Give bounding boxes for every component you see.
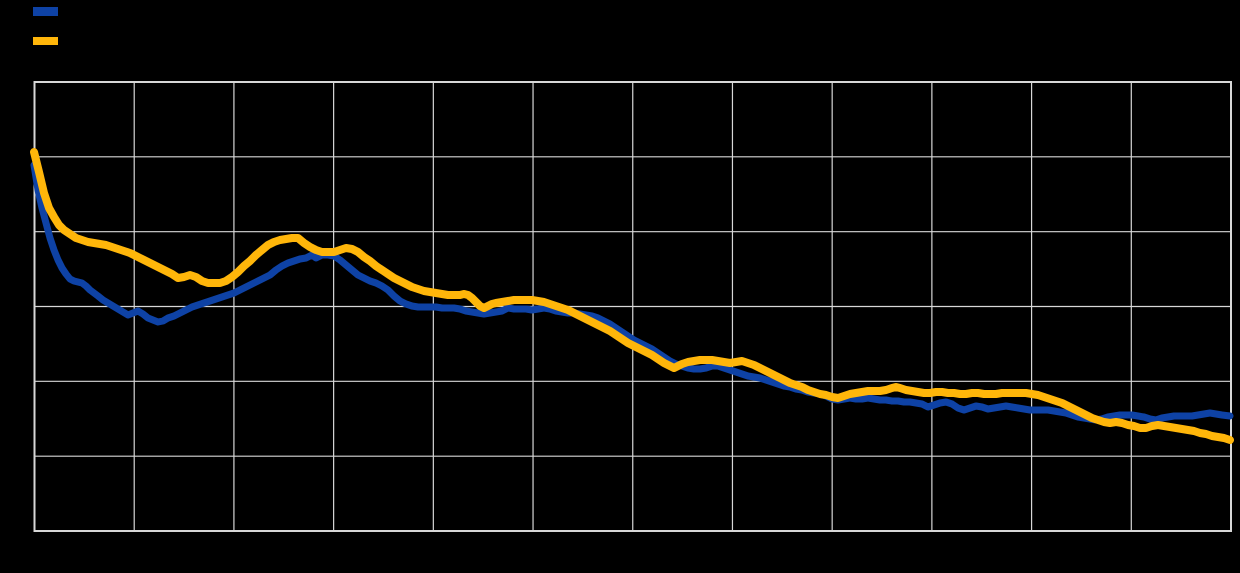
- legend-swatch-series-2: [33, 37, 58, 45]
- legend-entry-series-1: [33, 7, 68, 16]
- grid-lines: [34, 82, 1231, 531]
- chart-legend: [0, 0, 400, 60]
- plot-frame: [33, 81, 1232, 532]
- legend-swatch-series-1: [33, 7, 58, 16]
- data-series: [30, 148, 1234, 444]
- series-2-yellow-line: [30, 148, 1234, 444]
- series-1-blue-line: [30, 161, 1234, 424]
- legend-entry-series-2: [33, 37, 68, 45]
